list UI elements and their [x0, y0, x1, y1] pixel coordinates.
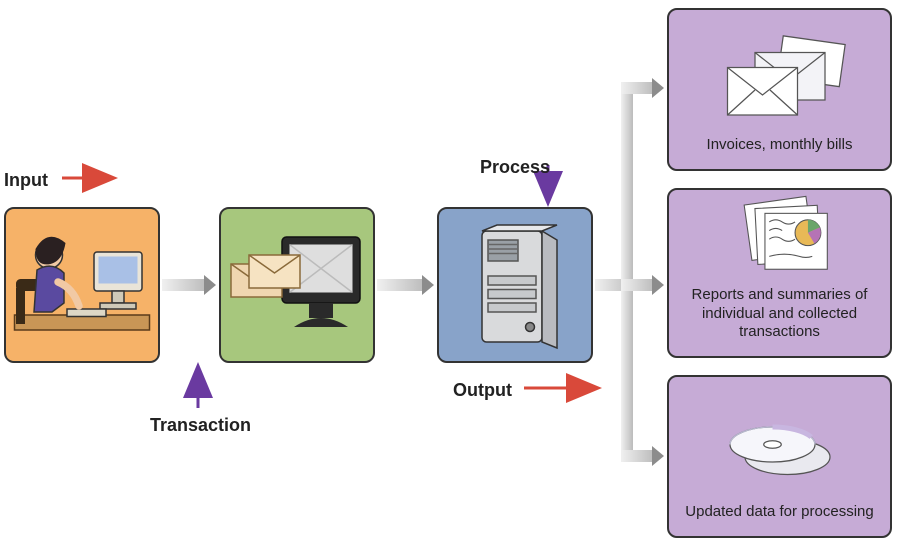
user-at-computer-icon — [7, 210, 157, 360]
server-tower-icon — [440, 210, 590, 360]
transaction-label: Transaction — [150, 415, 251, 436]
output-invoices-box: Invoices, monthly bills — [667, 8, 892, 171]
output-reports-caption: Reports and summaries of individual and … — [669, 280, 890, 348]
output-invoices-caption: Invoices, monthly bills — [699, 130, 861, 161]
process-stage-box — [437, 207, 593, 363]
output-updated-caption: Updated data for processing — [677, 497, 881, 528]
transaction-stage-box — [219, 207, 375, 363]
process-label: Process — [480, 157, 550, 178]
envelopes-icon — [700, 30, 860, 130]
input-label: Input — [4, 170, 48, 191]
discs-icon — [700, 397, 860, 497]
mail-into-monitor-icon — [222, 210, 372, 360]
output-label: Output — [453, 380, 512, 401]
reports-pie-icon — [705, 194, 855, 280]
input-stage-box — [4, 207, 160, 363]
output-updated-data-box: Updated data for processing — [667, 375, 892, 538]
output-reports-box: Reports and summaries of individual and … — [667, 188, 892, 358]
